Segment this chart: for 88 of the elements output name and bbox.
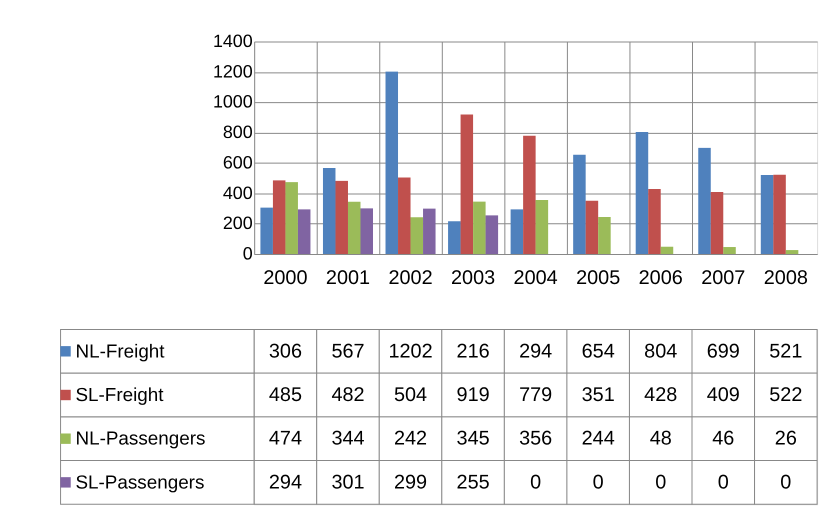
x-tick-label: 2007 bbox=[701, 266, 746, 289]
x-tick-label: 2004 bbox=[514, 266, 558, 289]
x-tick-label: 2003 bbox=[451, 266, 496, 289]
data-label: 779 bbox=[519, 384, 552, 406]
bar bbox=[660, 246, 674, 254]
x-tick-label: 2005 bbox=[576, 266, 620, 289]
data-label: 242 bbox=[394, 428, 428, 450]
data-label: 26 bbox=[774, 428, 797, 450]
data-label: 345 bbox=[456, 428, 490, 450]
bar bbox=[298, 209, 310, 254]
data-label: 351 bbox=[582, 384, 615, 406]
data-label: 294 bbox=[268, 471, 302, 494]
data-label: 485 bbox=[268, 384, 302, 406]
data-label: 0 bbox=[592, 471, 604, 494]
x-tick-label: 2001 bbox=[326, 266, 370, 289]
bar bbox=[398, 178, 411, 254]
data-label: 294 bbox=[519, 340, 552, 362]
data-label: 567 bbox=[331, 340, 365, 362]
data-label: 654 bbox=[582, 340, 615, 362]
bar bbox=[523, 136, 536, 254]
legend-label: SL-Passengers bbox=[75, 471, 204, 492]
x-tick-label: 2008 bbox=[764, 266, 808, 289]
data-label: 521 bbox=[769, 340, 802, 362]
y-tick-label: 600 bbox=[222, 152, 253, 172]
data-label: 299 bbox=[394, 471, 428, 494]
data-label: 474 bbox=[268, 428, 302, 450]
bar bbox=[698, 148, 711, 254]
legend-label: NL-Passengers bbox=[75, 428, 206, 449]
bar bbox=[760, 174, 774, 254]
bar bbox=[636, 132, 648, 254]
bar bbox=[335, 180, 348, 254]
data-label: 344 bbox=[331, 428, 365, 450]
bar bbox=[710, 192, 724, 254]
bar bbox=[773, 174, 786, 254]
bar bbox=[486, 215, 498, 254]
data-label: 1202 bbox=[388, 340, 433, 362]
data-label: 0 bbox=[780, 471, 792, 494]
x-tick-label: 2006 bbox=[638, 266, 683, 289]
data-label: 216 bbox=[456, 340, 490, 362]
data-label: 504 bbox=[394, 384, 428, 406]
bar bbox=[360, 208, 374, 254]
bar bbox=[648, 189, 661, 254]
x-tick-label: 2002 bbox=[388, 266, 433, 289]
bar bbox=[322, 168, 336, 254]
bar bbox=[473, 202, 486, 254]
data-label: 409 bbox=[706, 384, 740, 406]
y-tick-label: 200 bbox=[222, 213, 253, 234]
bar bbox=[410, 217, 424, 254]
y-tick-label: 800 bbox=[222, 122, 253, 142]
data-label: 255 bbox=[456, 471, 490, 494]
data-label: 46 bbox=[712, 428, 734, 450]
data-label: 0 bbox=[718, 471, 729, 494]
data-label: 482 bbox=[331, 384, 365, 406]
x-tick-label: 2000 bbox=[263, 266, 308, 289]
data-label: 0 bbox=[530, 471, 542, 494]
data-label: 244 bbox=[582, 428, 615, 450]
data-label: 699 bbox=[706, 340, 740, 362]
y-tick-label: 1000 bbox=[212, 92, 253, 112]
y-tick-label: 400 bbox=[222, 182, 253, 203]
bar bbox=[786, 250, 798, 254]
data-label: 0 bbox=[655, 471, 666, 494]
data-label: 804 bbox=[644, 340, 678, 362]
bar bbox=[285, 182, 298, 254]
bar bbox=[586, 200, 598, 254]
bar bbox=[448, 221, 461, 254]
bar bbox=[723, 247, 736, 254]
data-label: 306 bbox=[268, 340, 302, 362]
bar bbox=[348, 202, 360, 254]
y-tick-label: 0 bbox=[242, 243, 253, 264]
bar bbox=[423, 208, 436, 254]
y-tick-label: 1200 bbox=[212, 61, 253, 82]
legend-label: SL-Freight bbox=[75, 384, 164, 405]
legend-label: NL-Freight bbox=[75, 340, 166, 362]
bar bbox=[386, 72, 398, 254]
data-label: 301 bbox=[331, 471, 365, 494]
bar bbox=[510, 209, 524, 254]
data-label: 48 bbox=[650, 428, 672, 450]
bar bbox=[272, 180, 286, 254]
data-label: 356 bbox=[519, 428, 552, 450]
bar bbox=[260, 208, 273, 254]
data-label: 919 bbox=[456, 384, 490, 406]
bar bbox=[460, 114, 474, 254]
bar bbox=[573, 154, 586, 254]
data-label: 428 bbox=[644, 384, 678, 406]
bar bbox=[598, 216, 611, 254]
data-label: 522 bbox=[769, 384, 802, 406]
bar bbox=[536, 200, 548, 254]
y-tick-label: 1400 bbox=[212, 31, 253, 52]
